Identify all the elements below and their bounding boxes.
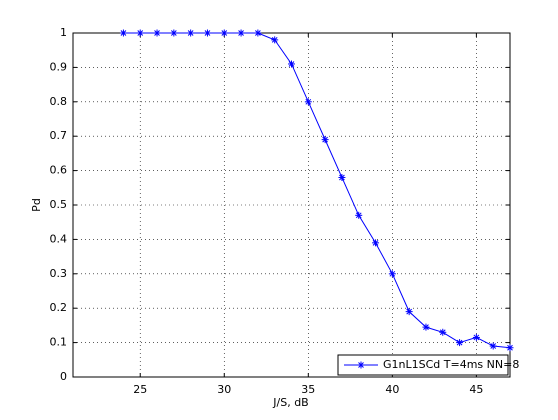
y-tick-label: 0.5 xyxy=(50,198,68,211)
x-axis-label: J/S, dB xyxy=(272,396,308,409)
y-tick-label: 1 xyxy=(60,26,67,39)
marker xyxy=(357,361,365,369)
marker xyxy=(170,29,178,37)
marker xyxy=(321,136,329,144)
marker-stroke xyxy=(120,30,127,36)
y-tick-label: 0 xyxy=(60,370,67,383)
marker xyxy=(439,328,447,336)
y-tick-label: 0.3 xyxy=(50,267,68,280)
marker-stroke xyxy=(423,324,429,330)
marker xyxy=(119,29,127,37)
marker-stroke xyxy=(204,30,211,36)
marker-stroke xyxy=(221,30,228,36)
marker xyxy=(203,29,211,37)
y-tick-label: 0.4 xyxy=(50,232,68,245)
x-tick-label: 45 xyxy=(469,383,483,396)
marker xyxy=(288,60,295,68)
marker-stroke xyxy=(355,212,362,219)
x-tick-label: 35 xyxy=(301,383,315,396)
marker-stroke xyxy=(507,344,513,351)
plot-frame xyxy=(72,32,511,378)
marker xyxy=(254,29,262,37)
y-tick-label: 0.2 xyxy=(50,301,68,314)
marker-stroke xyxy=(154,30,160,36)
marker xyxy=(237,29,245,37)
x-tick-label: 30 xyxy=(217,383,231,396)
y-tick-label: 0.6 xyxy=(50,164,68,177)
marker xyxy=(338,173,346,181)
y-tick-label: 0.1 xyxy=(50,336,68,349)
marker-stroke xyxy=(473,334,480,341)
marker xyxy=(271,36,279,44)
y-tick-label: 0.8 xyxy=(50,95,68,108)
marker-stroke xyxy=(170,30,177,36)
marker-stroke xyxy=(389,270,396,277)
marker-stroke xyxy=(271,37,278,43)
marker-stroke xyxy=(288,61,295,67)
marker xyxy=(153,29,161,37)
marker xyxy=(304,98,312,106)
marker xyxy=(220,29,228,37)
marker-stroke xyxy=(439,329,446,336)
marker xyxy=(472,333,480,341)
marker-stroke xyxy=(322,136,328,143)
marker-stroke xyxy=(238,30,244,36)
legend-label: G1nL1SCd T=4ms NN=8 xyxy=(383,358,519,371)
marker-stroke xyxy=(456,339,463,346)
marker-stroke xyxy=(339,174,345,181)
x-tick-label: 25 xyxy=(133,383,147,396)
marker-stroke xyxy=(372,239,379,246)
y-tick-label: 0.7 xyxy=(50,129,68,142)
marker xyxy=(422,323,430,331)
marker-stroke xyxy=(406,308,413,315)
marker xyxy=(489,342,497,350)
marker xyxy=(456,339,464,347)
marker-stroke xyxy=(305,98,312,105)
legend-box xyxy=(337,354,509,376)
marker-stroke xyxy=(137,30,144,36)
marker xyxy=(372,239,380,247)
y-tick-label: 0.9 xyxy=(50,60,68,73)
marker xyxy=(187,29,195,37)
marker-stroke xyxy=(255,30,261,36)
y-axis-label: Pd xyxy=(30,198,43,212)
marker-stroke xyxy=(358,362,364,368)
marker-stroke xyxy=(187,30,194,36)
marker xyxy=(355,211,363,219)
marker-stroke xyxy=(490,343,497,349)
marker xyxy=(136,29,144,37)
marker xyxy=(506,344,514,352)
marker xyxy=(405,308,413,316)
marker xyxy=(388,270,396,278)
x-tick-label: 40 xyxy=(385,383,399,396)
